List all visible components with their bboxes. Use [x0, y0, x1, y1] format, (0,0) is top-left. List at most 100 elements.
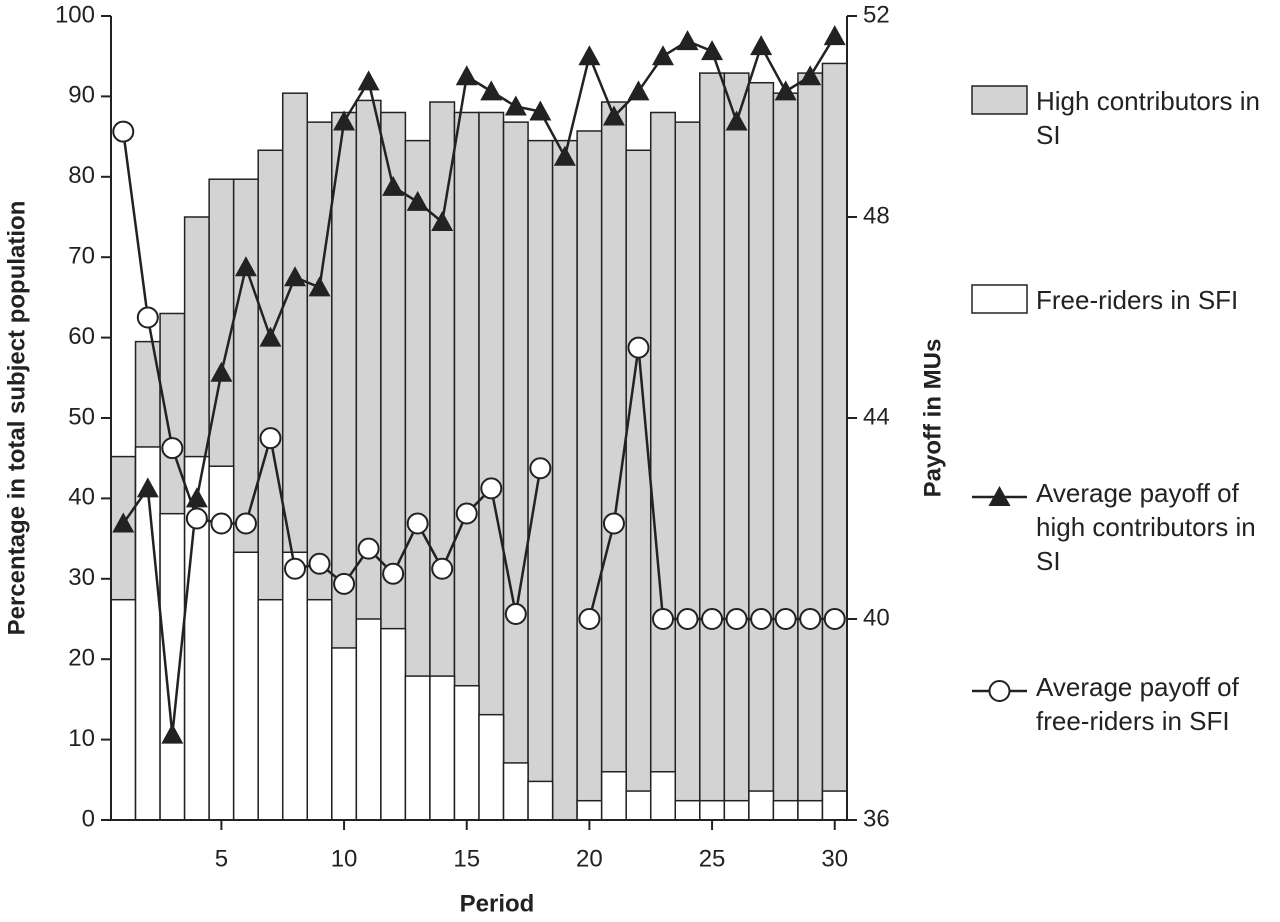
- legend-label: Free-riders in SFI: [1036, 285, 1239, 315]
- point: [234, 512, 257, 535]
- legend-marker: [988, 486, 1011, 506]
- bar: [649, 111, 677, 821]
- legend-label: Average payoff of free-riders in SFI: [1036, 672, 1239, 736]
- x-tick-label: 10: [331, 845, 358, 872]
- point: [112, 120, 135, 143]
- bar: [748, 790, 775, 821]
- bar: [625, 790, 652, 821]
- point: [504, 602, 527, 625]
- bar: [797, 72, 824, 821]
- bar: [772, 92, 799, 821]
- point: [701, 40, 724, 61]
- point: [774, 80, 797, 101]
- y-tick-label: 20: [68, 645, 95, 672]
- y-tick-label: 40: [68, 484, 95, 511]
- point: [136, 306, 159, 329]
- bar: [502, 762, 529, 821]
- point: [382, 562, 405, 585]
- point: [431, 211, 454, 232]
- point: [406, 190, 429, 211]
- point: [284, 557, 306, 580]
- y-tick-label: 90: [68, 82, 95, 109]
- x-tick-label: 5: [215, 845, 228, 872]
- bar: [429, 675, 456, 821]
- y-tick-label: 100: [55, 1, 95, 28]
- bar: [723, 72, 750, 821]
- bar: [281, 551, 309, 821]
- point: [602, 512, 625, 535]
- bar: [453, 684, 480, 821]
- point: [553, 145, 576, 166]
- point: [480, 477, 503, 500]
- x-tick-label: 30: [821, 845, 848, 872]
- bar: [674, 121, 701, 821]
- bar: [625, 149, 652, 821]
- y-tick-label: 70: [68, 243, 95, 270]
- y-axis-label: Percentage in total subject population: [3, 201, 30, 636]
- bar: [478, 713, 505, 821]
- x-tick-label: 15: [453, 845, 480, 872]
- point: [725, 110, 748, 131]
- y-tick-label: 50: [68, 403, 95, 430]
- point: [602, 105, 625, 126]
- bar: [797, 799, 824, 821]
- point: [627, 80, 650, 101]
- point: [357, 70, 380, 91]
- bar: [159, 512, 186, 821]
- y2-axis-label: Payoff in MUs: [919, 339, 946, 498]
- point: [382, 175, 405, 196]
- point: [333, 110, 356, 131]
- point: [284, 266, 306, 287]
- bar: [821, 790, 848, 821]
- bar: [723, 799, 750, 821]
- point: [455, 65, 478, 86]
- bar: [527, 139, 554, 821]
- bar: [576, 799, 603, 821]
- point: [185, 507, 208, 530]
- point: [823, 25, 846, 46]
- bar: [527, 780, 554, 821]
- bar: [576, 130, 603, 821]
- point: [480, 80, 503, 101]
- y2-tick-label: 36: [863, 805, 890, 832]
- point: [676, 30, 699, 51]
- legend-swatch: [971, 85, 1028, 115]
- x-tick-label: 25: [699, 845, 726, 872]
- point: [308, 552, 331, 575]
- bar: [331, 647, 358, 821]
- bar: [674, 799, 701, 821]
- point: [774, 608, 797, 630]
- y-tick-label: 10: [68, 725, 95, 752]
- bar: [699, 72, 726, 821]
- bar: [257, 598, 284, 821]
- point: [406, 512, 429, 535]
- bar: [551, 139, 578, 821]
- point: [259, 326, 282, 347]
- point: [750, 608, 773, 630]
- point: [652, 608, 674, 630]
- point: [529, 100, 552, 121]
- point: [652, 45, 674, 66]
- bar: [502, 121, 529, 821]
- bar: [649, 771, 677, 821]
- point: [701, 608, 724, 630]
- line: [122, 35, 836, 735]
- point: [161, 723, 184, 744]
- bar: [134, 446, 161, 821]
- point: [210, 512, 233, 535]
- point: [136, 477, 159, 498]
- bar: [699, 799, 726, 821]
- y2-tick-label: 40: [863, 604, 890, 631]
- legend-swatch: [971, 284, 1028, 314]
- point: [725, 608, 748, 630]
- bar: [748, 81, 775, 821]
- y-tick-label: 80: [68, 162, 95, 189]
- point: [504, 95, 527, 116]
- legend-label: High contributors in SI: [1036, 86, 1260, 150]
- bar: [110, 598, 137, 821]
- point: [823, 608, 846, 630]
- point: [210, 361, 233, 382]
- point: [234, 256, 257, 277]
